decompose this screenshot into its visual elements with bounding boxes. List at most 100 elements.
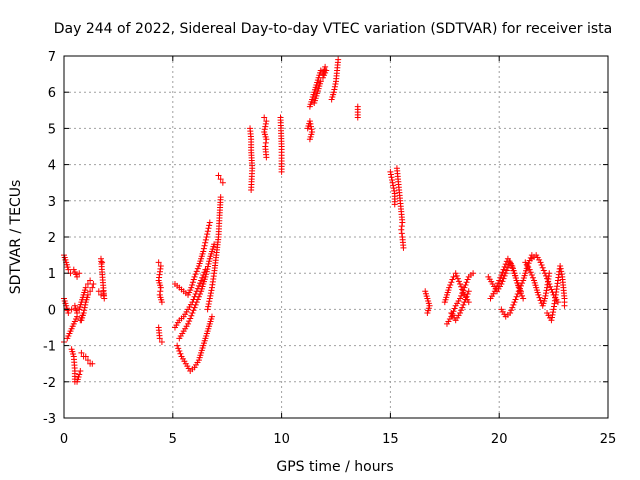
data-point: [189, 279, 196, 286]
data-point: [207, 290, 214, 297]
y-tick-label: 3: [48, 195, 56, 210]
data-point: [185, 320, 192, 327]
data-point: [158, 338, 165, 345]
y-axis-label: SDTVAR / TECUs: [8, 180, 24, 295]
y-tick-label: 0: [48, 303, 56, 318]
data-point: [89, 360, 96, 367]
data-point: [557, 265, 564, 272]
data-point: [65, 266, 72, 273]
data-point: [191, 304, 198, 311]
data-point: [464, 291, 471, 298]
data-point: [453, 272, 460, 279]
data-point: [511, 299, 518, 306]
data-point: [451, 305, 458, 312]
data-point: [459, 304, 466, 311]
data-point: [528, 272, 535, 279]
data-point: [197, 291, 203, 298]
data-point: [537, 259, 544, 266]
data-point: [558, 268, 565, 275]
data-point: [398, 223, 405, 230]
data-point: [204, 306, 211, 313]
x-tick-label: 0: [60, 432, 68, 447]
data-point: [548, 286, 555, 293]
data-point: [510, 301, 517, 308]
data-point: [465, 288, 472, 295]
data-point: [515, 288, 522, 295]
data-point: [84, 291, 91, 298]
data-point: [90, 281, 97, 288]
x-tick-label: 5: [169, 432, 177, 447]
data-point: [497, 274, 504, 281]
data-point: [498, 281, 505, 288]
data-point: [354, 114, 361, 121]
data-point: [200, 248, 207, 255]
data-point: [457, 281, 464, 288]
data-point: [87, 288, 94, 295]
data-point: [197, 280, 203, 287]
data-point: [400, 244, 407, 251]
data-point: [398, 230, 405, 237]
data-point: [331, 83, 338, 90]
data-point: [188, 284, 195, 291]
data-point: [524, 262, 531, 269]
data-point: [546, 281, 553, 288]
x-axis-label: GPS time / hours: [276, 459, 393, 475]
data-point: [541, 295, 548, 302]
data-point: [202, 273, 209, 280]
data-point: [502, 261, 509, 268]
data-point: [452, 270, 459, 277]
data-point: [203, 268, 210, 275]
data-point: [494, 282, 501, 289]
data-point: [463, 279, 470, 286]
data-point: [335, 56, 342, 63]
x-tick-label: 15: [382, 432, 399, 447]
data-point: [447, 281, 454, 288]
data-point: [458, 292, 465, 299]
data-point: [542, 290, 549, 297]
data-point: [194, 296, 201, 303]
data-point: [201, 242, 208, 249]
data-point: [211, 241, 218, 248]
data-point: [89, 284, 96, 291]
data-point: [547, 283, 554, 290]
data-point: [317, 67, 324, 74]
data-point: [387, 168, 394, 175]
data-point: [202, 236, 209, 243]
data-point: [208, 287, 215, 294]
data-point: [74, 313, 81, 320]
data-point: [81, 307, 88, 314]
data-point: [192, 301, 199, 308]
data-point: [448, 279, 455, 286]
data-point: [332, 81, 339, 88]
data-point: [68, 306, 75, 313]
data-point: [540, 267, 547, 274]
data-point: [499, 278, 506, 285]
data-point: [81, 304, 88, 311]
data-point: [194, 265, 201, 272]
data-point: [501, 263, 508, 270]
data-point: [462, 281, 469, 288]
data-point: [550, 309, 557, 316]
data-point: [74, 273, 81, 280]
data-point: [217, 194, 224, 201]
data-point: [156, 335, 163, 342]
data-point: [174, 342, 181, 349]
data-point: [424, 310, 431, 317]
data-point: [200, 245, 207, 252]
data-point: [76, 270, 83, 277]
data-point: [520, 295, 527, 302]
data-point: [558, 271, 565, 278]
data-point: [459, 290, 466, 297]
data-point: [516, 285, 523, 292]
data-point: [262, 120, 269, 127]
y-tick-label: 1: [48, 267, 56, 282]
data-point: [513, 293, 520, 300]
data-point: [446, 284, 453, 291]
y-tick-label: 6: [48, 86, 56, 101]
data-point: [206, 298, 213, 305]
data-point: [208, 313, 215, 320]
data-point: [491, 288, 498, 295]
data-point: [537, 297, 544, 304]
data-point: [206, 295, 213, 302]
data-point: [198, 277, 205, 284]
